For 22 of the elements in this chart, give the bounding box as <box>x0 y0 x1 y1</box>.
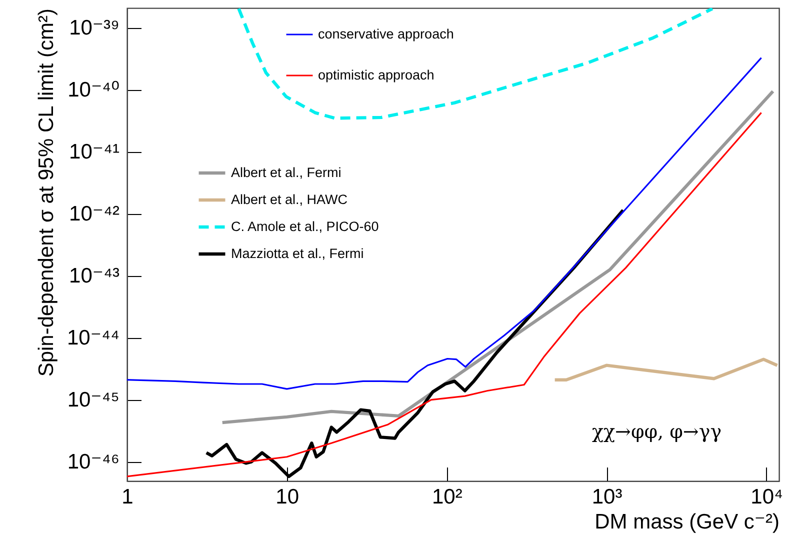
x-tick-label: 10⁴ <box>750 486 784 508</box>
y-tick-label: 10⁻⁴³ <box>69 264 120 288</box>
y-tick-label: 10⁻⁴¹ <box>69 140 120 164</box>
annotation: χχ→φφ, φ→γγ <box>592 421 722 443</box>
x-tick-label: 1 <box>122 486 134 508</box>
x-tick-label: 10³ <box>592 486 622 508</box>
y-tick-label: 10⁻⁴⁰ <box>68 78 120 102</box>
y-tick-label: 10⁻⁴² <box>69 202 120 226</box>
y-tick-label: 10⁻³⁹ <box>69 16 120 40</box>
legend-label: C. Amole et al., PICO-60 <box>231 219 379 234</box>
x-tick-label: 10² <box>432 486 462 508</box>
y-tick-label: 10⁻⁴⁴ <box>67 326 120 350</box>
legend-label: conservative approach <box>318 26 454 42</box>
legend-label: Mazziotta et al., Fermi <box>231 246 364 261</box>
legend-label: Albert et al., Fermi <box>231 165 342 180</box>
x-tick-label: 10 <box>276 486 300 508</box>
y-axis-title: Spin-dependent σ at 95% CL limit (cm²) <box>35 8 58 377</box>
x-axis-title: DM mass (GeV c⁻²) <box>594 510 780 534</box>
y-tick-label: 10⁻⁴⁶ <box>67 450 120 474</box>
y-tick-label: 10⁻⁴⁵ <box>67 388 120 412</box>
legend-label: Albert et al., HAWC <box>231 192 348 207</box>
legend-label: optimistic approach <box>318 68 434 82</box>
